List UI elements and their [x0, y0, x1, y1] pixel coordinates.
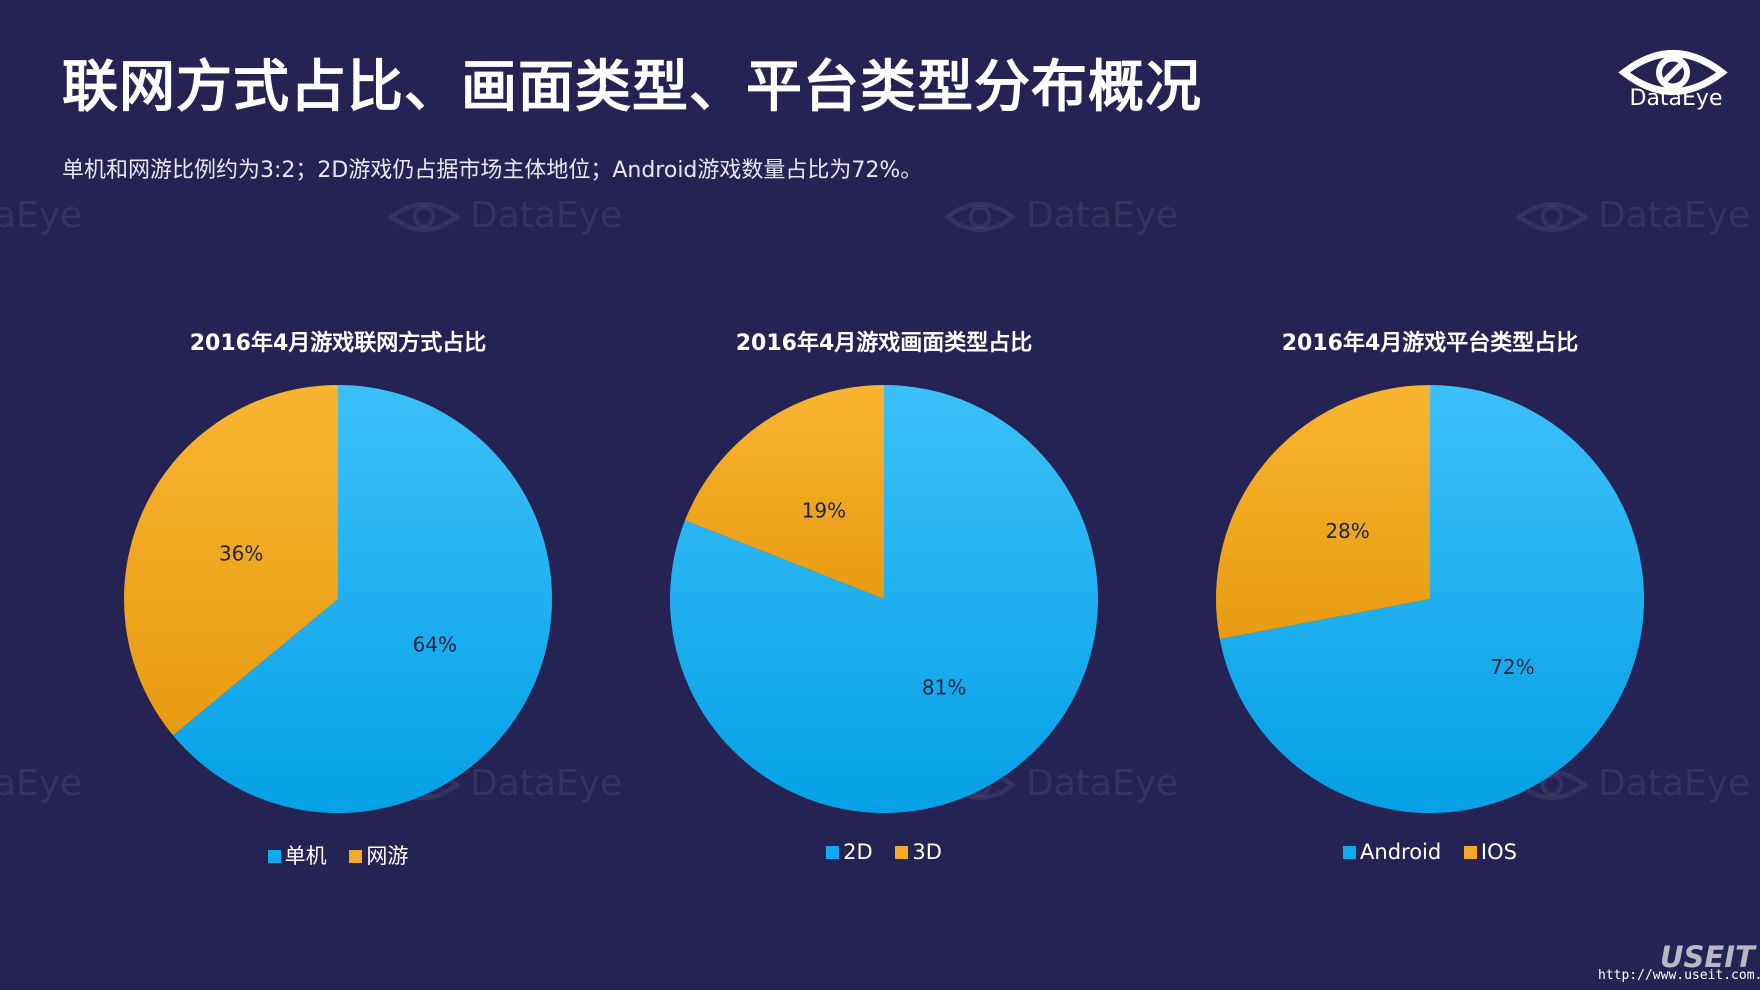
data-label: 72% [1490, 655, 1534, 679]
page-subtitle: 单机和网游比例约为3:2；2D游戏仍占据市场主体地位；Android游戏数量占比… [62, 158, 923, 183]
data-label: 36% [219, 541, 263, 565]
legend: 2D 3D [634, 840, 1134, 864]
pie-slice-Android [1219, 385, 1644, 813]
data-label: 81% [922, 675, 966, 699]
watermark-text: DataEye [1026, 195, 1179, 236]
legend: Android IOS [1180, 840, 1680, 864]
watermark: DataEye [940, 195, 1178, 237]
watermark: DataEye [1512, 195, 1750, 237]
legend-item: IOS [1463, 840, 1517, 864]
legend-swatch-blue [826, 845, 840, 859]
legend-swatch-orange [349, 849, 363, 863]
data-label: 28% [1325, 519, 1369, 543]
legend-item: Android [1343, 840, 1441, 864]
watermark: DataEye [0, 195, 82, 236]
legend-swatch-orange [895, 845, 909, 859]
watermark-text: DataEye [0, 763, 83, 804]
watermark: DataEye [1512, 763, 1750, 805]
legend-swatch-blue [267, 849, 281, 863]
pie-slice-3D [685, 385, 884, 599]
watermark-eye-icon [387, 202, 461, 232]
legend: 单机 网游 [88, 840, 588, 870]
legend-item: 2D [826, 840, 873, 864]
pie-slice-IOS [1216, 385, 1430, 640]
useit-brand: USEIT [1660, 940, 1755, 974]
legend-item: 单机 [267, 840, 327, 870]
pie-online-mode: 64% 36% [124, 385, 552, 813]
chart-title: 2016年4月游戏平台类型占比 [1281, 331, 1579, 356]
legend-swatch-orange [1463, 845, 1477, 859]
legend-label: Android [1360, 840, 1442, 864]
data-label: 64% [413, 633, 457, 657]
chart-platform-type: 2016年4月游戏平台类型占比 72% 28% Android IOS [1180, 325, 1680, 885]
chart-online-mode: 2016年4月游戏联网方式占比 64% 36% 单机 网游 [88, 325, 588, 885]
data-label: 19% [802, 499, 846, 523]
legend-swatch-blue [1343, 845, 1357, 859]
chart-graphics-type: 2016年4月游戏画面类型占比 81% 19% 2D 3D [634, 325, 1134, 885]
legend-item: 网游 [349, 840, 408, 870]
legend-item: 3D [895, 840, 942, 864]
watermark-text: DataEye [1026, 763, 1179, 804]
pie-graphics-type: 81% 19% [670, 385, 1098, 813]
watermark-text: DataEye [1598, 195, 1751, 236]
chart-title: 2016年4月游戏联网方式占比 [189, 331, 487, 356]
watermark-text: DataEye [470, 195, 623, 236]
watermark: DataEye [0, 763, 82, 804]
watermark-text: DataEye [470, 763, 623, 804]
pie-slice-网游 [124, 385, 338, 736]
dataeye-eye-logo-icon [1618, 50, 1728, 95]
pie-slice-单机 [173, 385, 552, 813]
legend-label: 单机 [284, 844, 327, 868]
watermark-eye-icon [943, 202, 1017, 232]
logo-text: DataEye [1629, 86, 1723, 111]
watermark-eye-icon [1515, 202, 1589, 232]
legend-label: IOS [1480, 840, 1517, 864]
watermark-text: DataEye [0, 195, 83, 236]
watermark: DataEye [940, 763, 1178, 805]
legend-label: 网游 [366, 844, 409, 868]
chart-title: 2016年4月游戏画面类型占比 [735, 331, 1033, 356]
legend-label: 2D [843, 840, 873, 864]
useit-url: http://www.useit.com.cn [1598, 968, 1760, 983]
watermark-text: DataEye [1598, 763, 1751, 804]
watermark: DataEye [384, 195, 622, 237]
pie-platform-type: 72% 28% [1216, 385, 1644, 813]
page-title: 联网方式占比、画面类型、平台类型分布概况 [62, 55, 1202, 120]
legend-label: 3D [912, 840, 942, 864]
